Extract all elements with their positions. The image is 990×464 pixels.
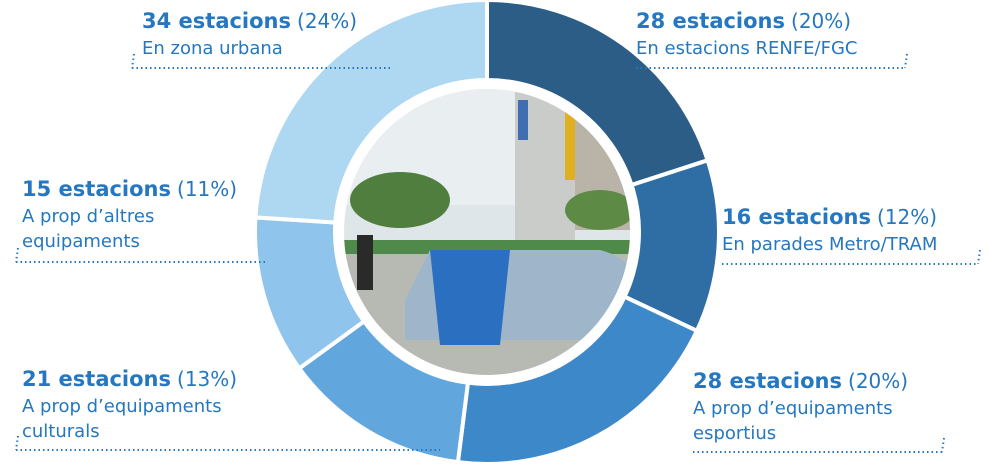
segment-percent: (11%) <box>177 177 237 201</box>
segment-description: A prop d’equipaments <box>693 398 893 419</box>
segment-count: 28 estacions <box>693 369 842 393</box>
segment-label: 28 estacions(20%) <box>636 9 851 34</box>
segment-percent: (20%) <box>848 369 908 393</box>
segment-count: 34 estacions <box>142 9 291 33</box>
dotted-slash <box>942 438 944 452</box>
segment-count: 16 estacions <box>722 205 871 229</box>
segment-label: 21 estacions(13%) <box>22 367 237 392</box>
segment-count: 21 estacions <box>22 367 171 391</box>
segment-label: 34 estacions(24%) <box>142 9 357 34</box>
segment-count: 28 estacions <box>636 9 785 33</box>
segment-percent: (24%) <box>297 9 357 33</box>
segment-description: En estacions RENFE/FGC <box>636 38 857 59</box>
segment-description: equipaments <box>22 231 140 252</box>
segment-description: En zona urbana <box>142 38 283 59</box>
segment-percent: (20%) <box>791 9 851 33</box>
dotted-slash <box>132 54 134 68</box>
segment-description: esportius <box>693 423 776 444</box>
segment-description: A prop d’equipaments <box>22 396 222 417</box>
dotted-slash <box>16 436 18 450</box>
segment-description: En parades Metro/TRAM <box>722 234 937 255</box>
dotted-slash <box>978 250 980 264</box>
segment-label: 15 estacions(11%) <box>22 177 237 202</box>
segment-description: A prop d’altres <box>22 206 154 227</box>
segment-percent: (13%) <box>177 367 237 391</box>
dotted-slash <box>905 54 907 68</box>
segment-label: 28 estacions(20%) <box>693 369 908 394</box>
segment-description: culturals <box>22 421 100 442</box>
dotted-slash <box>16 248 18 262</box>
chart: 28 estacions(20%)En estacions RENFE/FGC1… <box>0 0 990 464</box>
segment-count: 15 estacions <box>22 177 171 201</box>
segment-label: 16 estacions(12%) <box>722 205 937 230</box>
segment-percent: (12%) <box>877 205 937 229</box>
